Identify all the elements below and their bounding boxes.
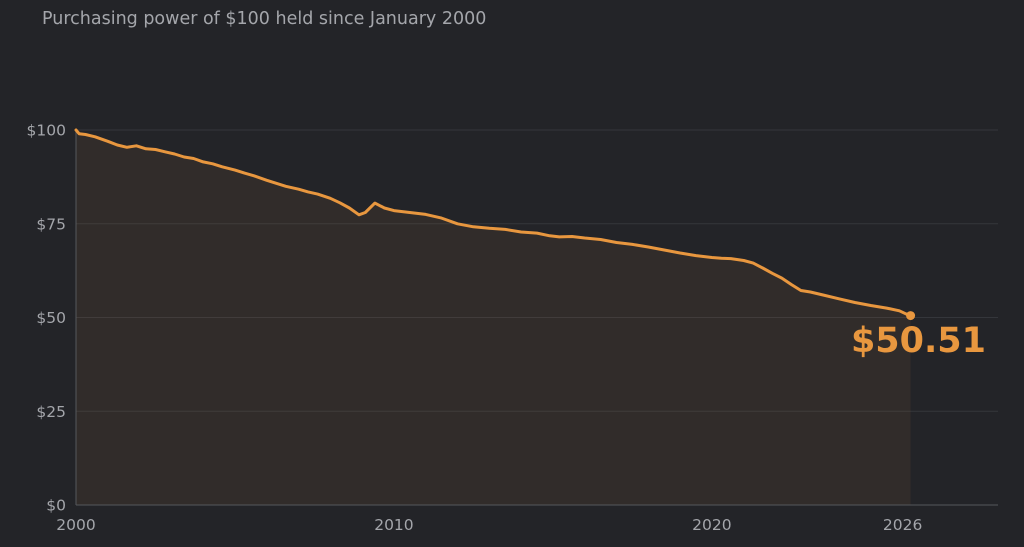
x-tick-label: 2000 [56, 516, 95, 534]
series-line [74, 128, 913, 318]
axes [75, 130, 998, 506]
end-point-marker [906, 311, 916, 321]
area-layer [76, 130, 911, 505]
y-tick-label: $25 [36, 403, 66, 421]
gridlines [76, 129, 998, 412]
y-tick-label: $75 [36, 215, 66, 233]
chart-title: Purchasing power of $100 held since Janu… [42, 9, 487, 29]
series-layer [74, 128, 916, 321]
y-tick-label: $0 [46, 497, 66, 515]
x-tick-label: 2010 [374, 516, 413, 534]
x-tick-label: 2020 [692, 516, 731, 534]
label-layer: $0 $25 $50 $75 $100 2000 2010 2020 2026 $50.51 [27, 122, 986, 535]
end-value-label: $50.51 [851, 321, 986, 361]
series-area-fill [76, 130, 911, 505]
x-tick-label: 2026 [883, 516, 922, 534]
y-tick-label: $50 [36, 309, 66, 327]
y-tick-label: $100 [27, 122, 66, 140]
